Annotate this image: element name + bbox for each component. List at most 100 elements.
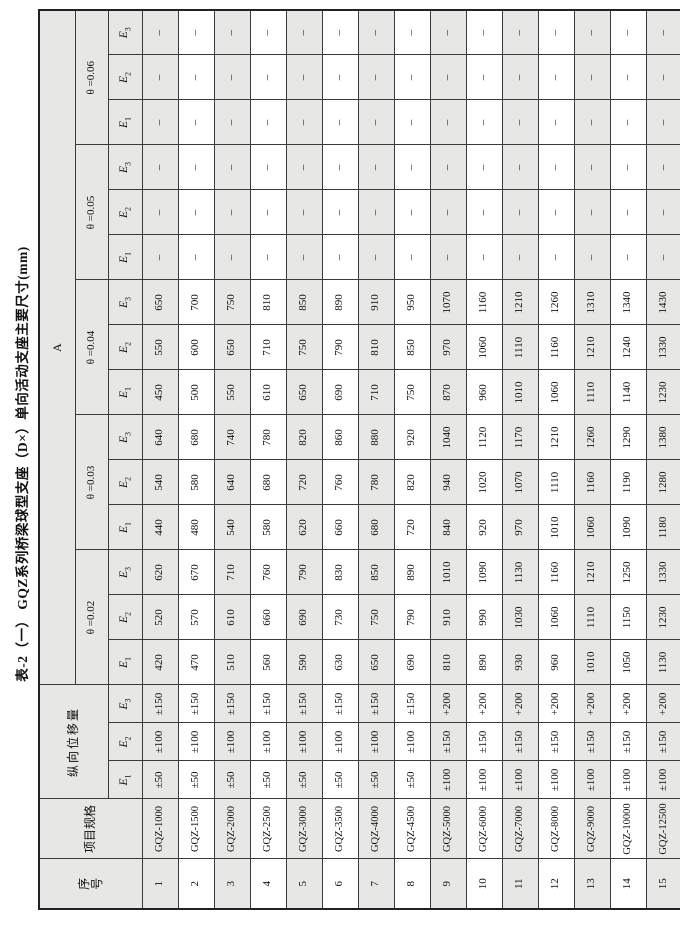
value-cell: 1020 (466, 460, 502, 505)
serial-cell: 2 (178, 859, 214, 909)
value-cell: – (538, 235, 574, 280)
value-cell: 1060 (538, 370, 574, 415)
value-cell: ±150 (142, 685, 178, 723)
value-cell: 640 (142, 415, 178, 460)
value-cell: 910 (358, 280, 394, 325)
e1-header: E1 (108, 640, 142, 685)
value-cell: 1330 (646, 550, 680, 595)
e3-header: E3 (108, 280, 142, 325)
value-cell: – (466, 100, 502, 145)
page-title: 表-2（一） GQZ系列桥梁球型支座（D×）单向活动支座主要尺寸(mm) (15, 246, 30, 682)
col-header-a-group: A (39, 9, 75, 685)
value-cell: 590 (286, 640, 322, 685)
value-cell: 720 (286, 460, 322, 505)
value-cell: – (358, 235, 394, 280)
value-cell: 1110 (574, 595, 610, 640)
value-cell: +200 (646, 685, 680, 723)
e2-header: E2 (108, 325, 142, 370)
e1-header: E1 (108, 761, 142, 799)
value-cell: – (394, 190, 430, 235)
value-cell: – (430, 55, 466, 100)
value-cell: – (322, 145, 358, 190)
value-cell: 950 (394, 280, 430, 325)
value-cell: ±100 (538, 761, 574, 799)
value-cell: +200 (466, 685, 502, 723)
value-cell: – (358, 100, 394, 145)
value-cell: ±100 (322, 723, 358, 761)
value-cell: 890 (466, 640, 502, 685)
serial-cell: 11 (502, 859, 538, 909)
value-cell: – (502, 9, 538, 55)
value-cell: 1090 (466, 550, 502, 595)
value-cell: – (322, 235, 358, 280)
value-cell: ±100 (142, 723, 178, 761)
value-cell: 1010 (574, 640, 610, 685)
value-cell: +200 (574, 685, 610, 723)
value-cell: – (466, 190, 502, 235)
value-cell: – (214, 235, 250, 280)
value-cell: – (358, 55, 394, 100)
value-cell: 970 (502, 505, 538, 550)
value-cell: – (142, 100, 178, 145)
e3-header: E3 (108, 550, 142, 595)
value-cell: ±150 (538, 723, 574, 761)
value-cell: 1070 (502, 460, 538, 505)
value-cell: – (178, 145, 214, 190)
value-cell: 630 (322, 640, 358, 685)
serial-cell: 6 (322, 859, 358, 909)
value-cell: 470 (178, 640, 214, 685)
value-cell: – (286, 9, 322, 55)
value-cell: 680 (250, 460, 286, 505)
value-cell: 1190 (610, 460, 646, 505)
spec-cell: GQZ-3000 (286, 799, 322, 859)
value-cell: 910 (430, 595, 466, 640)
value-cell: 540 (142, 460, 178, 505)
serial-cell: 5 (286, 859, 322, 909)
theta-header-0-02: θ =0.02 (75, 550, 108, 685)
value-cell: ±50 (250, 761, 286, 799)
value-cell: 1010 (538, 505, 574, 550)
value-cell: 540 (214, 505, 250, 550)
value-cell: 480 (178, 505, 214, 550)
value-cell: 420 (142, 640, 178, 685)
value-cell: ±100 (466, 761, 502, 799)
value-cell: 780 (358, 460, 394, 505)
value-cell: 820 (394, 460, 430, 505)
value-cell: +200 (538, 685, 574, 723)
value-cell: – (646, 9, 680, 55)
value-cell: 500 (178, 370, 214, 415)
value-cell: 760 (250, 550, 286, 595)
col-header-spec: 项目规格 (39, 799, 142, 859)
value-cell: – (214, 55, 250, 100)
value-cell: 1160 (574, 460, 610, 505)
value-cell: – (358, 9, 394, 55)
value-cell: 820 (286, 415, 322, 460)
value-cell: – (646, 145, 680, 190)
value-cell: 790 (322, 325, 358, 370)
value-cell: 710 (358, 370, 394, 415)
value-cell: – (574, 9, 610, 55)
value-cell: ±150 (646, 723, 680, 761)
value-cell: – (394, 145, 430, 190)
serial-cell: 14 (610, 859, 646, 909)
value-cell: – (250, 55, 286, 100)
spec-cell: GQZ-3500 (322, 799, 358, 859)
value-cell: – (574, 190, 610, 235)
value-cell: – (502, 235, 538, 280)
theta-header-0-06: θ =0.06 (75, 9, 108, 145)
gqz-spec-table: 序 号 项目规格 纵向位移量 A θ =0.02 θ =0.03 θ =0.04… (38, 8, 680, 910)
spec-cell: GQZ-5000 (430, 799, 466, 859)
value-cell: – (466, 145, 502, 190)
value-cell: – (466, 9, 502, 55)
value-cell: 1340 (610, 280, 646, 325)
table-row: 10 GQZ-6000 ±100 ±150 +200 890 990 1090 920 1020 1… (466, 9, 502, 909)
serial-cell: 8 (394, 859, 430, 909)
value-cell: – (538, 145, 574, 190)
value-cell: – (178, 55, 214, 100)
value-cell: ±50 (322, 761, 358, 799)
theta-header-0-05: θ =0.05 (75, 145, 108, 280)
spec-cell: GQZ-1000 (142, 799, 178, 859)
value-cell: 830 (322, 550, 358, 595)
value-cell: – (574, 100, 610, 145)
